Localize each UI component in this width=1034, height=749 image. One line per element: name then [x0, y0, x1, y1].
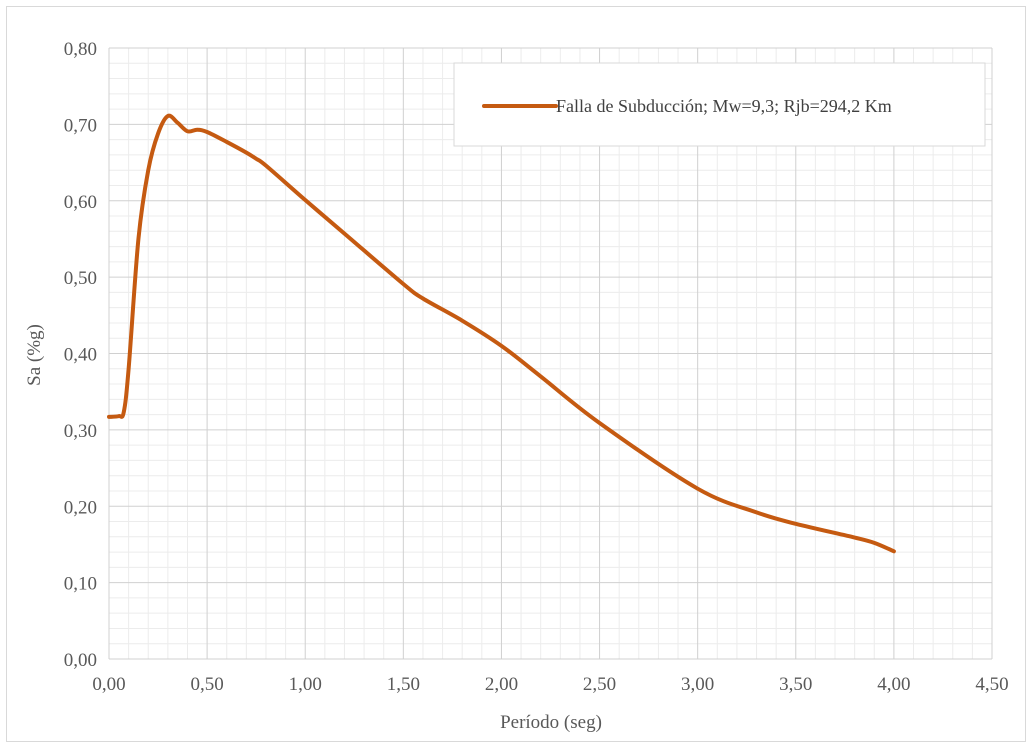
x-tick-label: 0,50 — [190, 674, 223, 695]
x-axis-title: Período (seg) — [500, 712, 602, 733]
data-point — [540, 376, 541, 377]
x-tick-label: 0,00 — [92, 674, 125, 695]
y-axis-tick-labels: 0,00 0,10 0,20 0,30 0,40 0,50 0,60 0,70 0,80 — [64, 39, 97, 671]
data-point — [697, 488, 698, 489]
x-tick-label: 4,50 — [975, 674, 1008, 695]
y-tick-label: 0,50 — [64, 268, 97, 289]
data-point — [893, 551, 894, 552]
data-point — [462, 320, 463, 321]
data-point — [403, 283, 404, 284]
data-point — [874, 542, 875, 543]
x-tick-label: 1,00 — [289, 674, 322, 695]
y-tick-label: 0,10 — [64, 574, 97, 595]
x-tick-label: 1,50 — [387, 674, 420, 695]
x-axis-tick-labels: 0,00 0,50 1,00 1,50 2,00 2,50 3,00 3,50 4,00 4,50 — [92, 674, 1008, 695]
data-point — [207, 132, 208, 133]
data-point — [197, 129, 198, 130]
series-layer — [107, 113, 896, 554]
x-tick-label: 2,50 — [583, 674, 616, 695]
y-axis-title: Sa (%g) — [24, 324, 45, 386]
data-point — [123, 412, 124, 413]
data-point — [854, 537, 855, 538]
x-tick-label: 2,00 — [485, 674, 518, 695]
data-point — [246, 152, 247, 153]
x-tick-label: 4,00 — [877, 674, 910, 695]
x-tick-label: 3,50 — [779, 674, 812, 695]
data-point — [599, 423, 600, 424]
y-tick-label: 0,70 — [64, 115, 97, 136]
x-tick-label: 3,00 — [681, 674, 714, 695]
legend-label: Falla de Subducción; Mw=9,3; Rjb=294,2 K… — [556, 96, 892, 116]
data-point — [795, 523, 796, 524]
data-point — [109, 416, 110, 417]
y-tick-label: 0,30 — [64, 421, 97, 442]
major-grid — [108, 47, 993, 660]
data-point — [256, 158, 257, 159]
data-point — [167, 115, 168, 116]
legend: Falla de Subducción; Mw=9,3; Rjb=294,2 K… — [453, 62, 986, 147]
data-point — [177, 122, 178, 123]
y-tick-label: 0,80 — [64, 39, 97, 60]
y-tick-label: 0,60 — [64, 192, 97, 213]
data-point — [138, 238, 139, 239]
data-point — [226, 141, 227, 142]
data-point — [501, 345, 502, 346]
data-point — [305, 199, 306, 200]
data-point — [422, 298, 423, 299]
y-tick-label: 0,40 — [64, 345, 97, 366]
data-point — [148, 170, 149, 171]
series-line-0 — [107, 113, 896, 554]
data-point — [265, 165, 266, 166]
data-point — [187, 131, 188, 132]
data-point — [158, 133, 159, 134]
y-tick-label: 0,20 — [64, 497, 97, 518]
data-point — [118, 416, 119, 417]
data-point — [756, 512, 757, 513]
data-point — [128, 368, 129, 369]
y-tick-label: 0,00 — [64, 650, 97, 671]
data-point — [344, 233, 345, 234]
